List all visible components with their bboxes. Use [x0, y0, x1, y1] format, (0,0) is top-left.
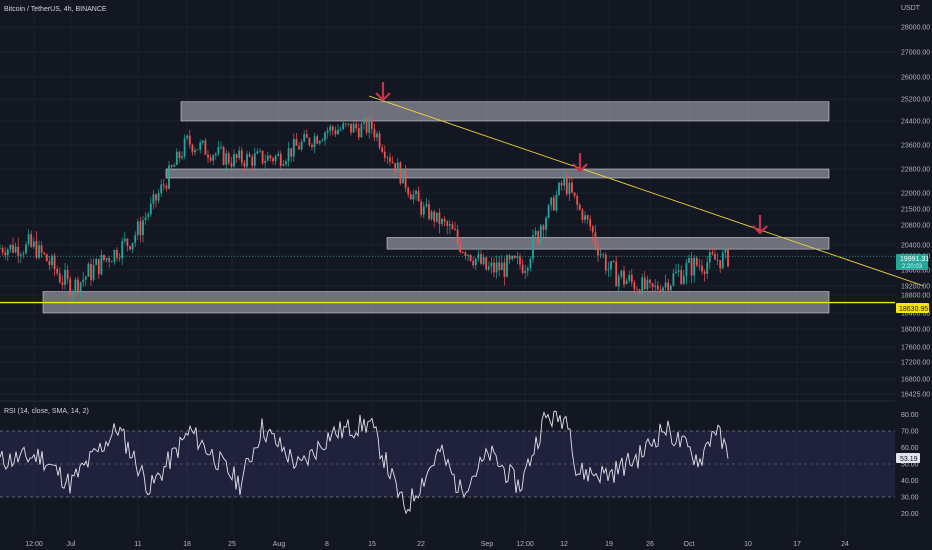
- rsi-value: 53.19: [900, 456, 918, 463]
- price-tick-label: 18400.00: [901, 311, 930, 318]
- time-tick-label: Oct: [684, 541, 695, 548]
- time-tick-label: Sep: [481, 541, 494, 548]
- rsi-tick-label: 20.00: [901, 511, 919, 518]
- price-tick-label: 18800.00: [901, 293, 930, 300]
- current-price-value: 19991.31: [900, 256, 929, 263]
- price-zone: [180, 101, 830, 122]
- price-tick-label: 24400.00: [901, 119, 930, 126]
- rsi-tick-label: 80.00: [901, 412, 919, 419]
- candlesticks: [0, 113, 729, 302]
- price-tick-label: 20800.00: [901, 223, 930, 230]
- arrow-markers: [375, 82, 768, 235]
- rsi-tick-label: 40.00: [901, 478, 919, 485]
- price-tick-label: 17200.00: [901, 360, 930, 367]
- price-tick-label: 16425.00: [901, 392, 930, 399]
- time-tick-label: 12:00: [25, 541, 43, 548]
- price-tick-label: 19200.00: [901, 284, 930, 291]
- price-tick-label: 28000.00: [901, 25, 930, 32]
- down-arrow-icon: [572, 153, 588, 173]
- price-tick-label: 23600.00: [901, 143, 930, 150]
- time-tick-label: 10: [744, 541, 752, 548]
- price-tick-label: 22000.00: [901, 191, 930, 198]
- current-price-badge: 19991.31 2:20:03: [896, 254, 929, 270]
- time-tick-label: 25: [228, 541, 236, 548]
- drawn-lines: [0, 95, 925, 304]
- rsi-tick-label: 50.00: [901, 462, 919, 469]
- down-arrow-icon: [375, 82, 391, 102]
- price-tick-label: 22800.00: [901, 167, 930, 174]
- price-tick-label: 20400.00: [901, 243, 930, 250]
- trendline: [368, 95, 925, 287]
- time-tick-label: 18: [183, 541, 191, 548]
- price-tick-label: 26000.00: [901, 75, 930, 82]
- time-tick-label: 24: [841, 541, 849, 548]
- price-tick-label: 21500.00: [901, 207, 930, 214]
- rsi-line: [0, 410, 729, 515]
- time-tick-label: 26: [646, 541, 654, 548]
- rsi-title: RSI (14, close, SMA, 14, 2): [4, 408, 89, 415]
- time-tick-label: Jul: [67, 541, 76, 548]
- time-tick-label: 12: [560, 541, 568, 548]
- price-zone: [165, 168, 830, 179]
- time-tick-label: 17: [793, 541, 801, 548]
- price-zone: [386, 237, 830, 250]
- time-tick-label: 19: [605, 541, 613, 548]
- rsi-axis[interactable]: 20.00 30.00 40.00 50.00 60.00 70.00 80.00: [901, 412, 919, 518]
- rsi-series: [0, 410, 729, 515]
- support-price-value: 18630.95: [899, 306, 928, 313]
- time-tick-label: 11: [134, 541, 141, 548]
- price-tick-label: 18000.00: [901, 327, 930, 334]
- time-tick-label: 8: [325, 541, 329, 548]
- price-tick-label: 25200.00: [901, 97, 930, 104]
- symbol-title: Bitcoin / TetherUS, 4h, BINANCE: [4, 6, 107, 13]
- price-tick-label: 17600.00: [901, 345, 930, 352]
- price-tick-label: 19600.00: [901, 268, 930, 275]
- time-tick-label: 22: [417, 541, 425, 548]
- price-tick-label: 16800.00: [901, 377, 930, 384]
- rsi-tick-label: 70.00: [901, 429, 919, 436]
- time-tick-label: 15: [368, 541, 376, 548]
- price-tick-label: 27000.00: [901, 50, 930, 57]
- time-tick-label: Aug: [273, 541, 286, 548]
- time-axis[interactable]: 12:00 Jul 11 18 25 Aug 8 15 22 Sep 12:00 12 19 26 Oct 1…: [25, 541, 849, 548]
- time-tick-label: 12:00: [516, 541, 534, 548]
- rsi-tick-label: 30.00: [901, 495, 919, 502]
- candle-countdown: 2:20:03: [902, 264, 923, 270]
- rsi-value-badge: 53.19: [896, 453, 920, 463]
- support-price-badge: 18630.95: [896, 303, 929, 313]
- down-arrow-icon: [752, 215, 768, 235]
- currency-label: USDT: [901, 5, 921, 12]
- rsi-tick-label: 60.00: [901, 445, 919, 452]
